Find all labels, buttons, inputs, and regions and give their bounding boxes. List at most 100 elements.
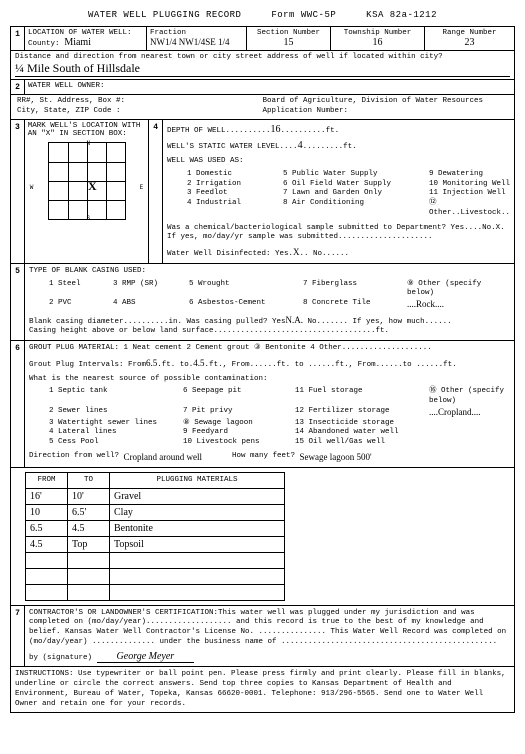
use-11[interactable]: 11 Injection Well bbox=[429, 189, 510, 199]
c-9[interactable]: ⑨ Other (specify below) bbox=[407, 280, 510, 300]
c-1[interactable]: 1 Steel bbox=[49, 280, 109, 300]
use-3[interactable]: 3 Feedlot bbox=[187, 189, 277, 199]
contam-label: What is the nearest source of possible c… bbox=[29, 375, 510, 385]
int-to[interactable]: 4.5 bbox=[193, 358, 204, 368]
ct-13[interactable]: 13 Insecticide storage bbox=[295, 419, 425, 429]
ct-2[interactable]: 2 Sewer lines bbox=[49, 407, 179, 419]
form-header: WATER WELL PLUGGING RECORD Form WWC-5P K… bbox=[10, 10, 515, 20]
int-from[interactable]: 6.5 bbox=[146, 358, 157, 368]
loc-label: LOCATION OF WATER WELL: bbox=[28, 29, 143, 37]
dir-label: Direction from well? bbox=[29, 452, 119, 464]
instructions: INSTRUCTIONS: Use typewriter or ball poi… bbox=[11, 667, 514, 712]
th-to: TO bbox=[68, 472, 110, 488]
range-label: Range Number bbox=[428, 29, 511, 37]
cert-text: CONTRACTOR'S OR LANDOWNER'S CERTIFICATIO… bbox=[29, 609, 506, 646]
feet-v[interactable]: Sewage lagoon 500' bbox=[300, 452, 372, 464]
fraction-val[interactable]: NW1/4 NW1/4SE 1/4 bbox=[150, 37, 243, 47]
owner-addr1: RR#, St. Address, Box #: bbox=[17, 97, 263, 107]
sec6-label: GROUT PLUG MATERIAL: 1 Neat cement 2 Cem… bbox=[29, 344, 510, 354]
table-row bbox=[26, 552, 285, 568]
ct-1[interactable]: 1 Septic tank bbox=[49, 387, 179, 407]
c-4[interactable]: 4 ABS bbox=[113, 299, 185, 311]
table-row bbox=[26, 584, 285, 600]
board: Board of Agriculture, Division of Water … bbox=[263, 97, 509, 107]
ct-3[interactable]: 3 Watertight sewer lines bbox=[49, 419, 179, 429]
table-row: 6.54.5Bentonite bbox=[26, 520, 285, 536]
c-3[interactable]: 3 RMP (SR) bbox=[113, 280, 185, 300]
dia-label: Blank casing diameter..........in. Was c… bbox=[29, 318, 286, 326]
ct-14[interactable]: 14 Abandoned water well bbox=[295, 428, 425, 438]
ct-10[interactable]: 10 Livestock pens bbox=[183, 438, 291, 448]
appnum: Application Number: bbox=[263, 107, 509, 117]
fraction-label: Fraction bbox=[150, 29, 243, 37]
depth-u: ft. bbox=[326, 127, 340, 135]
chem: Was a chemical/bacteriological sample su… bbox=[167, 224, 510, 234]
use-12[interactable]: ⑫ Other..Livestock.. bbox=[429, 199, 510, 219]
ct-crop[interactable]: ....Cropland.... bbox=[429, 407, 510, 419]
ct-4[interactable]: 4 Lateral lines bbox=[49, 428, 179, 438]
int-label: Grout Plug Intervals: From bbox=[29, 361, 146, 369]
signature[interactable]: George Meyer bbox=[97, 651, 195, 663]
dist-val[interactable]: ¼ Mile South of Hillsdale bbox=[15, 61, 510, 77]
th-from: FROM bbox=[26, 472, 68, 488]
dir-v[interactable]: Cropland around well bbox=[124, 452, 202, 464]
title: WATER WELL PLUGGING RECORD bbox=[88, 10, 241, 20]
table-row: 16'10'Gravel bbox=[26, 488, 285, 504]
swl-val[interactable]: 4 bbox=[298, 140, 303, 151]
depth-val[interactable]: 16 bbox=[271, 124, 281, 135]
use-5[interactable]: 5 Public Water Supply bbox=[283, 170, 423, 180]
disinf-no: .. No...... bbox=[300, 250, 350, 258]
section-label: Section Number bbox=[250, 29, 327, 37]
use-9[interactable]: 9 Dewatering bbox=[429, 170, 510, 180]
sec-1-num: 1 bbox=[11, 27, 25, 50]
ct-11[interactable]: 11 Fuel storage bbox=[295, 387, 425, 407]
th-mat: PLUGGING MATERIALS bbox=[110, 472, 285, 488]
sec-5-num: 5 bbox=[11, 264, 25, 340]
form-num: Form WWC-5P bbox=[271, 10, 336, 20]
ct-12[interactable]: 12 Fertilizer storage bbox=[295, 407, 425, 419]
ct-5[interactable]: 5 Cess Pool bbox=[49, 438, 179, 448]
ct-7[interactable]: 7 Pit privy bbox=[183, 407, 291, 419]
section-box[interactable]: X bbox=[48, 142, 126, 220]
table-row: 106.5'Clay bbox=[26, 504, 285, 520]
use-10[interactable]: 10 Monitoring Well bbox=[429, 180, 510, 190]
sec-7-num: 7 bbox=[11, 606, 25, 667]
dia-end: No....... If yes, how much...... bbox=[303, 318, 452, 326]
ct-15[interactable]: 15 Oil well/Gas well bbox=[295, 438, 425, 448]
use-2[interactable]: 2 Irrigation bbox=[187, 180, 277, 190]
dia-v[interactable]: N.A. bbox=[286, 315, 304, 325]
sig-label: by (signature) bbox=[29, 654, 92, 662]
use-8[interactable]: 8 Air Conditioning bbox=[283, 199, 423, 219]
use-4[interactable]: 4 Industrial bbox=[187, 199, 277, 219]
sec-3-num: 3 bbox=[11, 120, 25, 263]
township-val[interactable]: 16 bbox=[334, 37, 421, 48]
use-6[interactable]: 6 Oil Field Water Supply bbox=[283, 180, 423, 190]
ct-9[interactable]: 9 Feedyard bbox=[183, 428, 291, 438]
owner-addr2: City, State, ZIP Code : bbox=[17, 107, 263, 117]
county-val[interactable]: Miami bbox=[64, 37, 91, 48]
use-7[interactable]: 7 Lawn and Garden Only bbox=[283, 189, 423, 199]
sec-4-num: 4 bbox=[149, 120, 163, 263]
c-6[interactable]: 6 Asbestos-Cement bbox=[189, 299, 299, 311]
plugging-table: FROM TO PLUGGING MATERIALS 16'10'Gravel … bbox=[25, 472, 285, 601]
c-2[interactable]: 2 PVC bbox=[49, 299, 109, 311]
c-8[interactable]: 8 Concrete Tile bbox=[303, 299, 403, 311]
c-5[interactable]: 5 Wrought bbox=[189, 280, 299, 300]
chem2: If yes, mo/day/yr sample was submitted..… bbox=[167, 233, 510, 243]
sec-2-num: 2 bbox=[11, 80, 25, 94]
dist-label: Distance and direction from nearest town… bbox=[15, 53, 510, 61]
section-val[interactable]: 15 bbox=[250, 37, 327, 48]
section-mark: X bbox=[88, 179, 97, 194]
ct-16[interactable]: ⑯ Other (specify below) bbox=[429, 387, 510, 407]
disinf-label: Water Well Disinfected: Yes. bbox=[167, 250, 293, 258]
swl-u: ft. bbox=[343, 143, 357, 151]
ct-8[interactable]: ⑧ Sewage lagoon bbox=[183, 419, 291, 429]
c-7[interactable]: 7 Fiberglass bbox=[303, 280, 403, 300]
use-1[interactable]: 1 Domestic bbox=[187, 170, 277, 180]
range-val[interactable]: 23 bbox=[428, 37, 511, 48]
ct-6[interactable]: 6 Seepage pit bbox=[183, 387, 291, 407]
sec-6-num: 6 bbox=[11, 341, 25, 466]
int-rest: ft., From......ft. to ......ft., From...… bbox=[209, 361, 457, 369]
table-row: 4.5TopTopsoil bbox=[26, 536, 285, 552]
c-other[interactable]: ....Rock.... bbox=[407, 299, 510, 311]
